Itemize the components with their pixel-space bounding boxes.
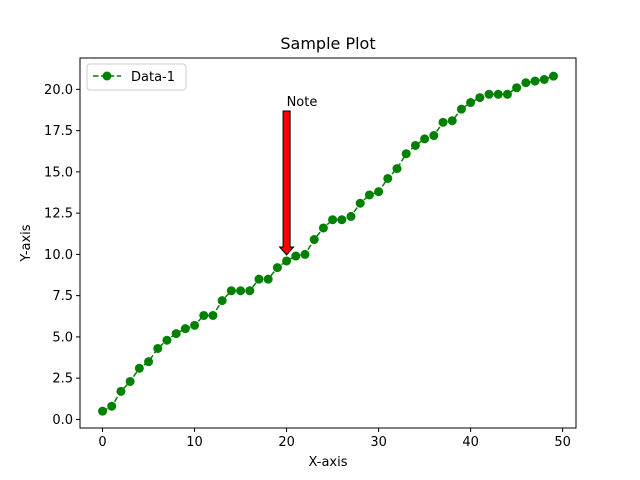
annotation-text: Note bbox=[287, 95, 318, 110]
data-point bbox=[502, 89, 512, 99]
data-point bbox=[364, 190, 374, 200]
data-point bbox=[272, 263, 282, 273]
y-tick-label: 7.5 bbox=[52, 289, 73, 304]
data-point bbox=[144, 357, 154, 367]
data-point bbox=[493, 89, 503, 99]
data-point bbox=[116, 386, 126, 396]
data-point bbox=[420, 134, 430, 144]
x-tick-label: 0 bbox=[98, 435, 106, 450]
data-point bbox=[392, 164, 402, 174]
data-point bbox=[98, 406, 108, 416]
data-point bbox=[199, 310, 209, 320]
data-point bbox=[125, 376, 135, 386]
x-tick-label: 10 bbox=[186, 435, 203, 450]
annotation-arrow bbox=[278, 110, 295, 256]
data-point bbox=[190, 320, 200, 330]
data-point bbox=[466, 98, 476, 108]
data-point bbox=[337, 215, 347, 225]
y-tick-label: 17.5 bbox=[44, 124, 73, 139]
data-point bbox=[300, 249, 310, 259]
series-line bbox=[102, 75, 554, 412]
x-tick-label: 30 bbox=[370, 435, 387, 450]
data-point bbox=[107, 401, 117, 411]
legend-marker-sample bbox=[102, 71, 112, 81]
data-point bbox=[282, 256, 292, 266]
y-tick-label: 2.5 bbox=[52, 372, 73, 387]
data-point bbox=[254, 274, 264, 284]
data-point bbox=[171, 329, 181, 339]
data-point bbox=[401, 149, 411, 159]
plot-frame bbox=[79, 57, 577, 429]
data-point bbox=[438, 117, 448, 127]
data-point bbox=[521, 78, 531, 88]
y-tick-label: 0.0 bbox=[52, 413, 73, 428]
legend: Data-1 bbox=[86, 63, 187, 91]
data-point bbox=[456, 104, 466, 114]
y-tick-label: 10.0 bbox=[44, 248, 73, 263]
data-point bbox=[309, 235, 319, 245]
y-tick-label: 20.0 bbox=[44, 83, 73, 98]
x-tick-label: 20 bbox=[278, 435, 295, 450]
data-point bbox=[134, 363, 144, 373]
x-axis-label: X-axis bbox=[309, 455, 348, 470]
data-point bbox=[318, 223, 328, 233]
data-point bbox=[245, 286, 255, 296]
x-tick-label: 50 bbox=[554, 435, 571, 450]
data-point bbox=[447, 116, 457, 126]
data-point bbox=[429, 131, 439, 141]
data-point bbox=[328, 215, 338, 225]
data-point bbox=[217, 296, 227, 306]
data-point bbox=[530, 76, 540, 86]
x-tick-label: 40 bbox=[462, 435, 479, 450]
legend-box bbox=[86, 63, 187, 91]
data-point bbox=[162, 335, 172, 345]
data-point bbox=[383, 173, 393, 183]
data-point bbox=[208, 310, 218, 320]
data-point bbox=[355, 198, 365, 208]
data-point bbox=[346, 211, 356, 221]
chart-title: Sample Plot bbox=[280, 34, 375, 53]
data-point bbox=[263, 274, 273, 284]
data-point bbox=[291, 251, 301, 261]
data-point bbox=[548, 71, 558, 81]
data-point bbox=[180, 324, 190, 334]
data-point bbox=[475, 93, 485, 103]
data-point bbox=[236, 286, 246, 296]
data-point bbox=[539, 74, 549, 84]
y-tick-label: 5.0 bbox=[52, 330, 73, 345]
y-axis-label: Y-axis bbox=[19, 224, 34, 262]
data-point bbox=[512, 83, 522, 93]
data-point bbox=[410, 140, 420, 150]
data-point bbox=[153, 343, 163, 353]
data-point bbox=[484, 89, 494, 99]
data-point bbox=[226, 286, 236, 296]
legend-label: Data-1 bbox=[131, 70, 175, 85]
data-point bbox=[374, 187, 384, 197]
y-tick-label: 12.5 bbox=[44, 207, 73, 222]
y-tick-label: 15.0 bbox=[44, 165, 73, 180]
